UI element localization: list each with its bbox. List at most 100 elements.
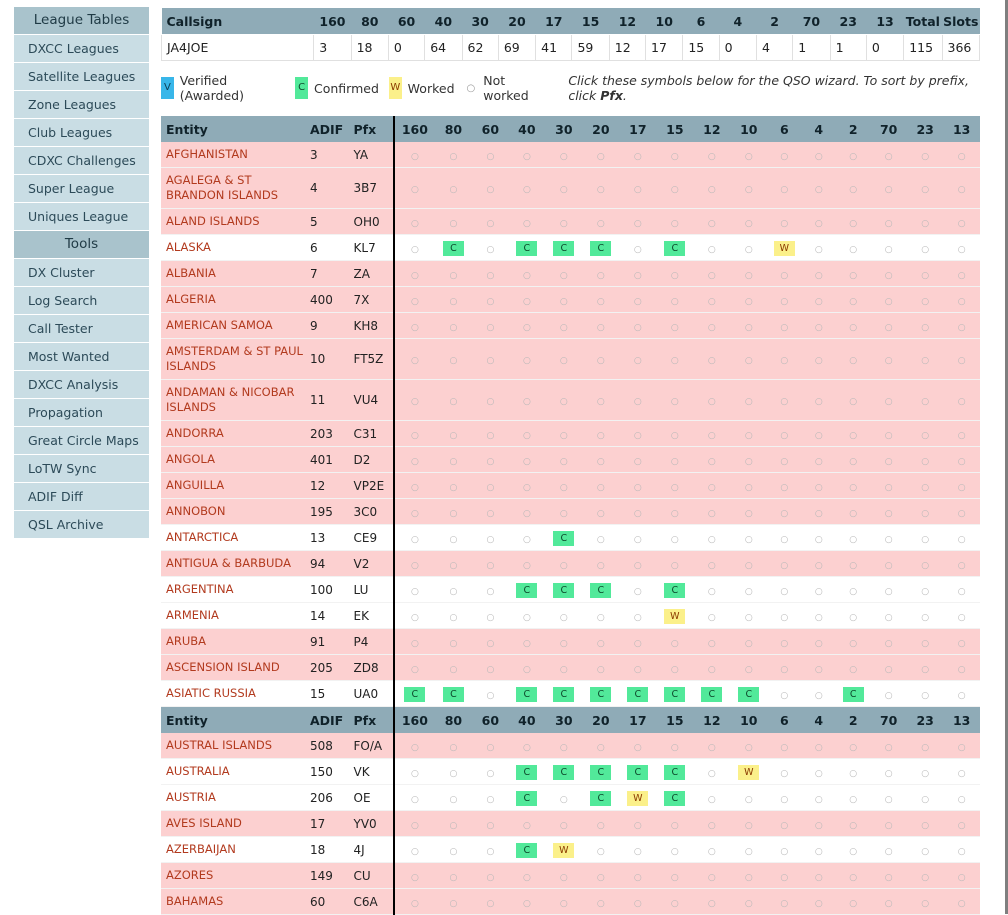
not-worked-icon[interactable]: ○ bbox=[633, 185, 642, 195]
band-cell[interactable]: ○ bbox=[870, 472, 907, 499]
band-cell[interactable]: C bbox=[393, 680, 435, 707]
band-cell[interactable]: ○ bbox=[434, 498, 473, 525]
band-cell[interactable]: ○ bbox=[801, 260, 836, 287]
band-cell[interactable]: ○ bbox=[545, 142, 583, 168]
band-cell[interactable]: ○ bbox=[434, 472, 473, 499]
band-cell[interactable]: ○ bbox=[801, 784, 836, 811]
band-cell[interactable]: ○ bbox=[656, 167, 694, 209]
band-cell[interactable]: ○ bbox=[730, 446, 768, 473]
band-cell[interactable]: ○ bbox=[801, 810, 836, 837]
band-cell[interactable]: ○ bbox=[472, 312, 509, 339]
not-worked-icon[interactable]: ○ bbox=[814, 356, 823, 366]
not-worked-icon[interactable]: ○ bbox=[884, 482, 893, 493]
band-cell[interactable]: ○ bbox=[835, 420, 871, 447]
band-cell[interactable]: ○ bbox=[393, 628, 435, 655]
band-cell[interactable]: ○ bbox=[434, 784, 473, 811]
band-cell[interactable]: ○ bbox=[693, 167, 731, 209]
not-worked-icon[interactable]: ○ bbox=[707, 560, 716, 571]
band-cell[interactable]: ○ bbox=[656, 654, 694, 681]
entity-name[interactable]: ARUBA bbox=[161, 628, 306, 655]
entity-name[interactable]: ANTIGUA & BARBUDA bbox=[161, 550, 306, 577]
sidebar-item-most-wanted[interactable]: Most Wanted bbox=[14, 343, 149, 371]
band-cell[interactable]: ○ bbox=[870, 524, 907, 551]
band-cell[interactable]: ○ bbox=[767, 888, 802, 915]
not-worked-icon[interactable]: ○ bbox=[814, 898, 823, 909]
not-worked-icon[interactable]: ○ bbox=[522, 185, 531, 195]
band-cell[interactable]: ○ bbox=[508, 602, 546, 629]
sidebar-item-dxcc-leagues[interactable]: DXCC Leagues bbox=[14, 35, 149, 63]
band-cell[interactable]: ○ bbox=[835, 167, 871, 209]
band-cell[interactable]: C bbox=[730, 680, 768, 707]
entity-name[interactable]: BAHAMAS bbox=[161, 888, 306, 915]
band-cell[interactable]: ○ bbox=[767, 784, 802, 811]
band-cell[interactable]: ○ bbox=[656, 312, 694, 339]
band-cell[interactable]: C bbox=[545, 680, 583, 707]
column-header-15[interactable]: 15 bbox=[656, 116, 694, 142]
not-worked-icon[interactable]: ○ bbox=[849, 508, 858, 519]
confirmed-badge[interactable]: C bbox=[664, 240, 686, 256]
band-cell[interactable]: ○ bbox=[870, 446, 907, 473]
not-worked-icon[interactable]: ○ bbox=[596, 612, 605, 623]
band-cell[interactable]: ○ bbox=[472, 602, 509, 629]
band-cell[interactable]: ○ bbox=[906, 628, 944, 655]
band-cell[interactable]: ○ bbox=[730, 142, 768, 168]
not-worked-icon[interactable]: ○ bbox=[849, 638, 858, 649]
not-worked-icon[interactable]: ○ bbox=[486, 560, 495, 571]
band-cell[interactable]: ○ bbox=[393, 576, 435, 603]
not-worked-icon[interactable]: ○ bbox=[449, 846, 458, 857]
not-worked-icon[interactable]: ○ bbox=[957, 664, 966, 675]
not-worked-icon[interactable]: ○ bbox=[849, 534, 858, 545]
not-worked-icon[interactable]: ○ bbox=[633, 456, 642, 467]
column-header-30[interactable]: 30 bbox=[545, 706, 583, 733]
band-cell[interactable]: ○ bbox=[656, 862, 694, 889]
band-cell[interactable]: ○ bbox=[472, 810, 509, 837]
band-cell[interactable]: ○ bbox=[767, 524, 802, 551]
not-worked-icon[interactable]: ○ bbox=[780, 322, 789, 333]
not-worked-icon[interactable]: ○ bbox=[596, 872, 605, 883]
not-worked-icon[interactable]: ○ bbox=[486, 218, 495, 229]
confirmed-badge[interactable]: C bbox=[516, 842, 538, 858]
not-worked-icon[interactable]: ○ bbox=[522, 456, 531, 467]
band-cell[interactable]: ○ bbox=[619, 524, 657, 551]
not-worked-icon[interactable]: ○ bbox=[559, 898, 568, 909]
not-worked-icon[interactable]: ○ bbox=[780, 560, 789, 571]
band-cell[interactable]: ○ bbox=[835, 733, 871, 759]
not-worked-icon[interactable]: ○ bbox=[849, 482, 858, 493]
confirmed-badge[interactable]: C bbox=[590, 764, 612, 780]
band-cell[interactable]: ○ bbox=[582, 420, 620, 447]
column-header-12[interactable]: 12 bbox=[693, 706, 731, 733]
not-worked-icon[interactable]: ○ bbox=[744, 482, 753, 493]
band-cell[interactable]: ○ bbox=[767, 550, 802, 577]
not-worked-icon[interactable]: ○ bbox=[707, 296, 716, 307]
not-worked-icon[interactable]: ○ bbox=[744, 322, 753, 333]
band-cell[interactable]: ○ bbox=[906, 338, 944, 380]
column-header-80[interactable]: 80 bbox=[434, 116, 473, 142]
not-worked-icon[interactable]: ○ bbox=[410, 397, 419, 407]
not-worked-icon[interactable]: ○ bbox=[921, 560, 930, 571]
not-worked-icon[interactable]: ○ bbox=[921, 794, 930, 805]
band-cell[interactable]: ○ bbox=[730, 862, 768, 889]
band-cell[interactable]: ○ bbox=[870, 733, 907, 759]
band-cell[interactable]: ○ bbox=[472, 576, 509, 603]
not-worked-icon[interactable]: ○ bbox=[633, 534, 642, 545]
confirmed-badge[interactable]: C bbox=[627, 686, 649, 702]
not-worked-icon[interactable]: ○ bbox=[486, 397, 495, 407]
band-cell[interactable]: ○ bbox=[943, 628, 980, 655]
not-worked-icon[interactable]: ○ bbox=[849, 898, 858, 909]
band-cell[interactable]: ○ bbox=[693, 602, 731, 629]
entity-name[interactable]: ASCENSION ISLAND bbox=[161, 654, 306, 681]
band-cell[interactable]: ○ bbox=[545, 810, 583, 837]
band-cell[interactable]: ○ bbox=[943, 576, 980, 603]
not-worked-icon[interactable]: ○ bbox=[744, 356, 753, 366]
band-cell[interactable]: ○ bbox=[582, 167, 620, 209]
not-worked-icon[interactable]: ○ bbox=[780, 270, 789, 281]
band-cell[interactable]: ○ bbox=[835, 234, 871, 261]
confirmed-badge[interactable]: C bbox=[627, 764, 649, 780]
entity-name[interactable]: AMSTERDAM & ST PAUL ISLANDS bbox=[161, 338, 306, 380]
not-worked-icon[interactable]: ○ bbox=[849, 560, 858, 571]
band-cell[interactable]: ○ bbox=[693, 862, 731, 889]
not-worked-icon[interactable]: ○ bbox=[559, 638, 568, 649]
band-cell[interactable]: ○ bbox=[656, 498, 694, 525]
column-header-80[interactable]: 80 bbox=[434, 706, 473, 733]
band-cell[interactable]: ○ bbox=[767, 208, 802, 235]
